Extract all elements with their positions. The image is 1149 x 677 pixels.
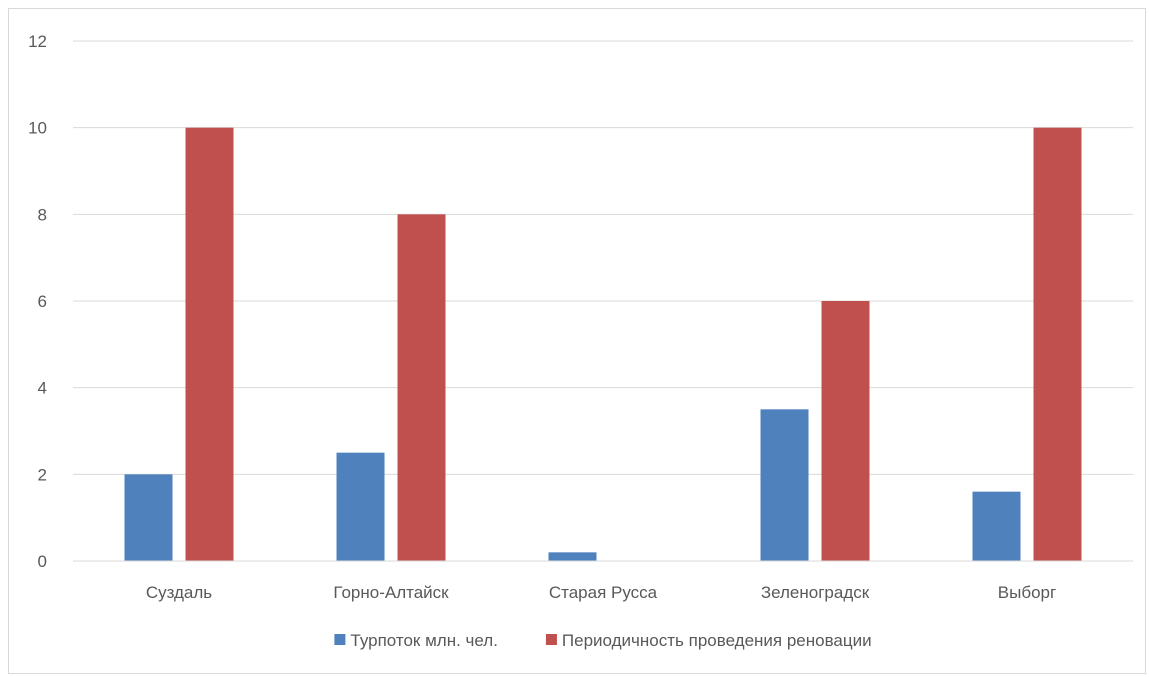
legend-label: Периодичность проведения реновации <box>562 631 872 650</box>
x-tick-label: Старая Русса <box>549 583 658 602</box>
x-tick-label: Зеленоградск <box>761 583 870 602</box>
bar-series-1-1 <box>124 474 173 561</box>
legend-item-2: Периодичность проведения реновации <box>545 631 872 650</box>
legend-swatch <box>545 634 557 645</box>
x-tick-label: Выборг <box>998 583 1056 602</box>
bar-series-1-4 <box>760 409 809 561</box>
y-axis: 0 2 4 6 8 10 12 <box>28 32 47 571</box>
bar-series-2-1 <box>185 127 234 562</box>
bar-series-1-2 <box>336 452 385 561</box>
bars <box>124 127 1082 562</box>
y-tick-label: 2 <box>38 465 47 484</box>
bar-series-2-5 <box>1033 127 1082 562</box>
y-tick-label: 0 <box>38 552 47 571</box>
x-tick-label: Суздаль <box>146 583 212 602</box>
x-axis: Суздаль Горно-Алтайск Старая Русса Зеленогр… <box>73 560 1133 602</box>
y-tick-label: 4 <box>38 379 47 398</box>
y-tick-label: 8 <box>38 205 47 224</box>
legend-item-1: Турпоток млн. чел. <box>334 631 498 650</box>
y-tick-label: 10 <box>28 119 47 138</box>
y-tick-label: 12 <box>28 32 47 51</box>
bar-series-2-4 <box>821 301 870 561</box>
bar-series-2-2 <box>397 214 446 562</box>
legend-swatch <box>334 634 346 645</box>
x-tick-label: Горно-Алтайск <box>333 583 449 602</box>
bar-series-1-3 <box>548 552 597 561</box>
legend: Турпоток млн. чел. Периодичность проведен… <box>334 631 872 650</box>
y-tick-label: 6 <box>38 292 47 311</box>
legend-label: Турпоток млн. чел. <box>350 631 498 650</box>
bar-series-1-5 <box>972 491 1021 561</box>
